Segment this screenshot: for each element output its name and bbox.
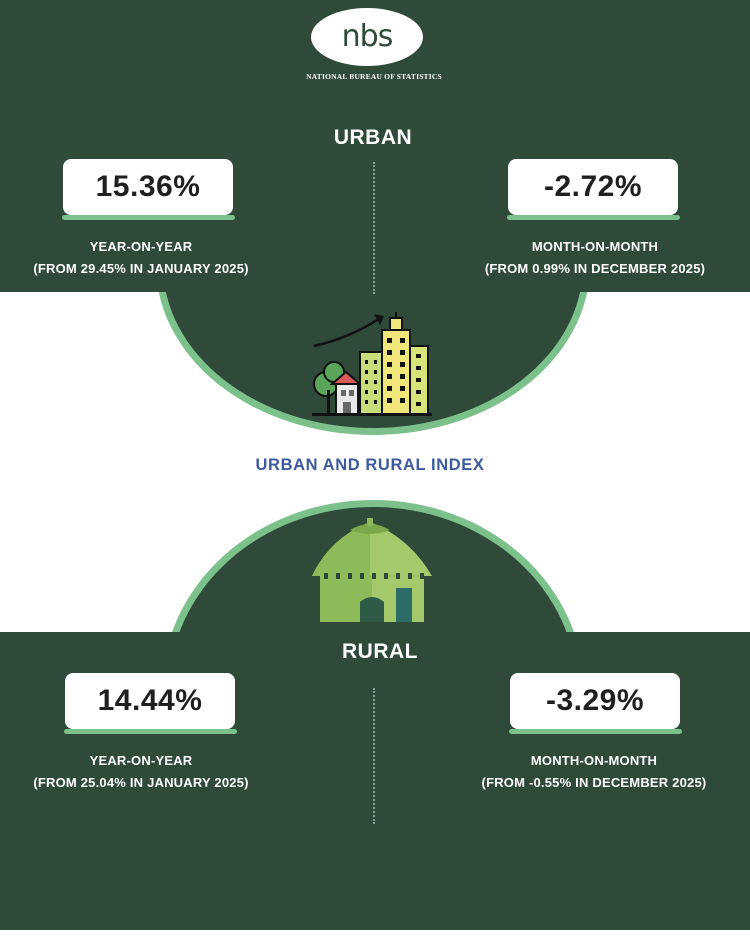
rural-mom-value-card: -3.29% [510,673,680,729]
urban-yoy-label: YEAR-ON-YEAR (FROM 29.45% IN JANUARY 202… [0,236,282,280]
rural-title: RURAL [342,640,418,663]
rural-divider [373,688,375,824]
rural-yoy-value-card: 14.44% [65,673,235,729]
page-bottom-border [0,930,750,944]
urban-mom-comparison: (FROM 0.99% IN DECEMBER 2025) [484,261,706,276]
logo-subtitle: NATIONAL BUREAU OF STATISTICS [306,72,442,81]
urban-mom-label: MONTH-ON-MONTH (FROM 0.99% IN DECEMBER 2… [455,236,735,280]
urban-yoy-label-text: YEAR-ON-YEAR [89,239,193,254]
rural-mom-underline [509,729,682,734]
rural-mom-label: MONTH-ON-MONTH (FROM -0.55% IN DECEMBER … [452,750,736,794]
urban-mom-label-text: MONTH-ON-MONTH [531,239,659,254]
nbs-logo: nbs [311,8,423,66]
thatched-hut-icon [310,518,434,629]
rural-mom-comparison: (FROM -0.55% IN DECEMBER 2025) [481,775,707,790]
urban-title: URBAN [333,126,413,149]
rural-yoy-label-text: YEAR-ON-YEAR [89,753,193,768]
city-buildings-growth-icon [310,312,434,423]
urban-mom-value-card: -2.72% [508,159,678,215]
urban-yoy-value-card: 15.36% [63,159,233,215]
logo-text: nbs [341,19,394,54]
index-title: URBAN AND RURAL INDEX [255,456,485,474]
urban-divider [373,162,375,294]
rural-yoy-underline [64,729,237,734]
urban-yoy-underline [62,215,235,220]
rural-mom-label-text: MONTH-ON-MONTH [530,753,658,768]
rural-yoy-label: YEAR-ON-YEAR (FROM 25.04% IN JANUARY 202… [0,750,282,794]
urban-yoy-comparison: (FROM 29.45% IN JANUARY 2025) [33,261,249,276]
rural-yoy-comparison: (FROM 25.04% IN JANUARY 2025) [33,775,249,790]
urban-mom-underline [507,215,680,220]
